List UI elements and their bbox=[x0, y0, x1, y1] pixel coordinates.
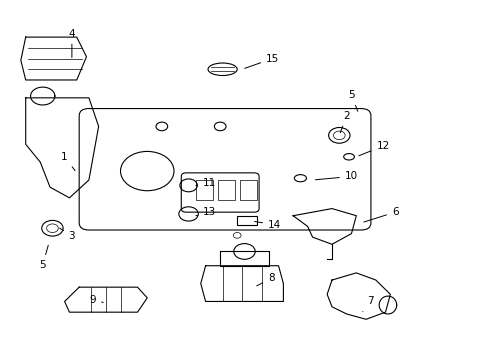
Text: 15: 15 bbox=[244, 54, 279, 68]
Bar bbox=[237, 216, 256, 225]
Text: 11: 11 bbox=[196, 178, 216, 188]
Bar bbox=[239, 180, 256, 200]
Text: 5: 5 bbox=[40, 245, 48, 270]
Text: 10: 10 bbox=[315, 171, 357, 181]
Text: 7: 7 bbox=[362, 296, 372, 312]
Text: 13: 13 bbox=[196, 207, 216, 217]
Text: 1: 1 bbox=[61, 152, 75, 171]
Text: 2: 2 bbox=[340, 111, 349, 133]
Text: 4: 4 bbox=[68, 28, 75, 58]
Text: 3: 3 bbox=[60, 228, 75, 242]
Text: 14: 14 bbox=[254, 220, 281, 230]
Bar bbox=[196, 180, 212, 200]
Text: 6: 6 bbox=[363, 207, 398, 222]
Text: 12: 12 bbox=[358, 141, 389, 156]
Text: 8: 8 bbox=[256, 273, 274, 286]
Bar bbox=[217, 180, 234, 200]
Text: 9: 9 bbox=[89, 295, 103, 305]
Text: 5: 5 bbox=[347, 90, 357, 111]
